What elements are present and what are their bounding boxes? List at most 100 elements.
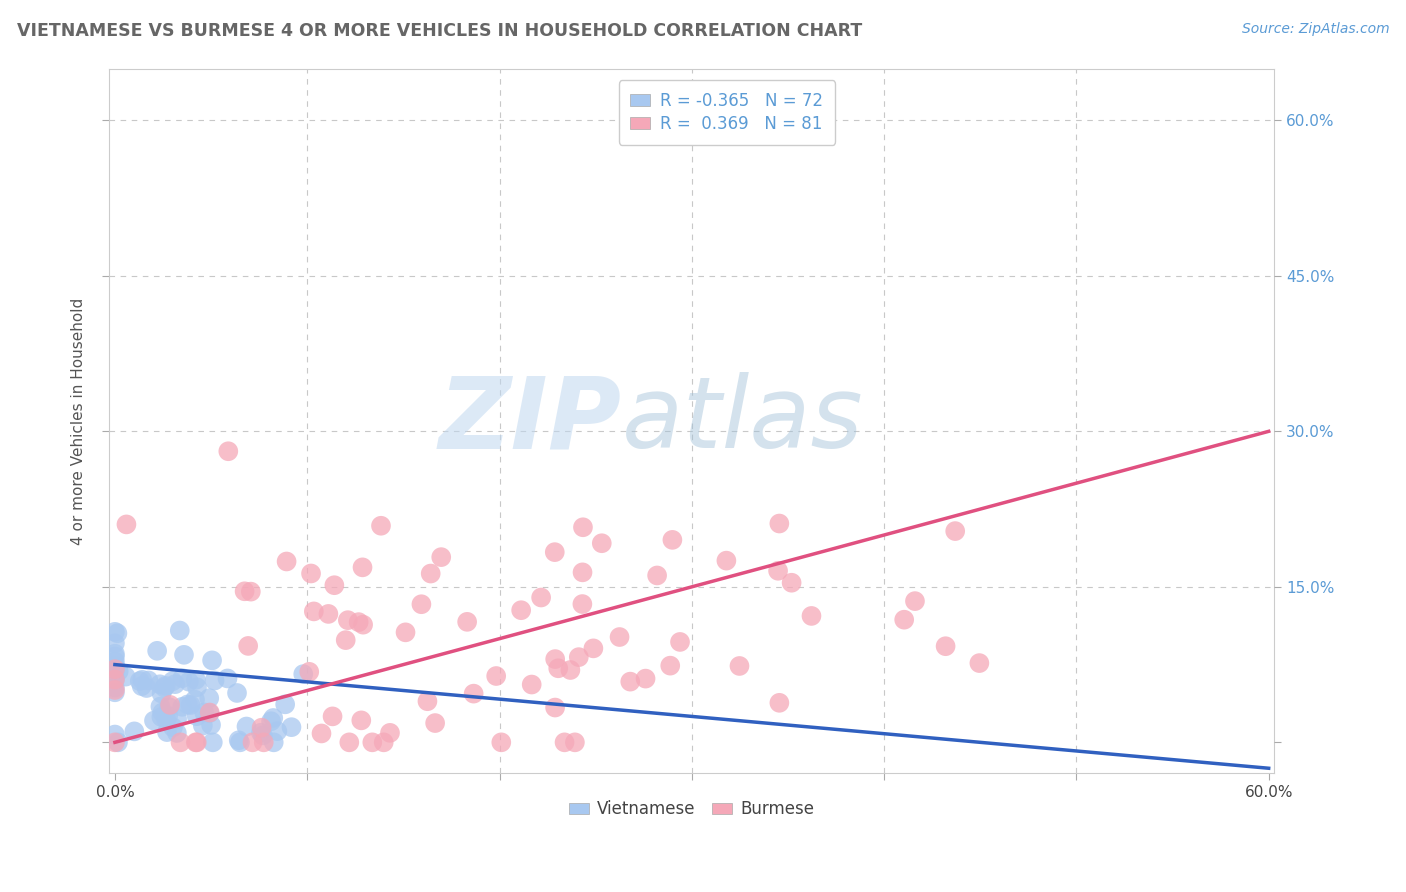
Vietnamese [156, 725, 179, 739]
Burmese [491, 735, 513, 749]
Text: Source: ZipAtlas.com: Source: ZipAtlas.com [1241, 22, 1389, 37]
Burmese [456, 615, 478, 629]
Vietnamese [193, 706, 215, 720]
Vietnamese [176, 698, 198, 712]
Vietnamese [150, 686, 173, 700]
Vietnamese [104, 655, 127, 669]
Vietnamese [260, 714, 283, 729]
Burmese [530, 591, 553, 605]
Vietnamese [150, 706, 173, 720]
Burmese [184, 735, 207, 749]
Burmese [198, 706, 221, 720]
Burmese [634, 672, 657, 686]
Vietnamese [104, 685, 127, 699]
Burmese [253, 735, 276, 749]
Burmese [104, 662, 127, 676]
Burmese [716, 554, 738, 568]
Burmese [233, 584, 256, 599]
Burmese [544, 652, 567, 666]
Vietnamese [104, 727, 127, 741]
Vietnamese [184, 673, 207, 687]
Burmese [935, 639, 957, 653]
Vietnamese [162, 674, 184, 689]
Vietnamese [149, 699, 172, 714]
Vietnamese [162, 720, 184, 734]
Burmese [347, 615, 370, 629]
Burmese [299, 566, 322, 581]
Burmese [969, 656, 991, 670]
Vietnamese [104, 681, 127, 695]
Text: atlas: atlas [621, 373, 863, 469]
Burmese [800, 609, 823, 624]
Vietnamese [153, 681, 176, 695]
Legend: Vietnamese, Burmese: Vietnamese, Burmese [562, 794, 821, 825]
Burmese [591, 536, 613, 550]
Burmese [104, 682, 127, 697]
Burmese [302, 604, 325, 618]
Vietnamese [180, 698, 202, 712]
Burmese [322, 709, 344, 723]
Burmese [571, 597, 593, 611]
Burmese [560, 663, 582, 677]
Burmese [943, 524, 966, 538]
Burmese [645, 568, 668, 582]
Vietnamese [186, 709, 208, 723]
Burmese [104, 735, 127, 749]
Burmese [609, 630, 631, 644]
Vietnamese [138, 673, 160, 688]
Vietnamese [201, 653, 224, 667]
Burmese [311, 726, 333, 740]
Vietnamese [128, 674, 150, 689]
Vietnamese [166, 712, 188, 726]
Vietnamese [104, 673, 127, 687]
Vietnamese [226, 686, 249, 700]
Vietnamese [157, 709, 180, 723]
Burmese [423, 716, 446, 731]
Vietnamese [155, 712, 177, 726]
Vietnamese [177, 674, 200, 689]
Burmese [728, 659, 751, 673]
Burmese [104, 673, 127, 687]
Burmese [572, 520, 595, 534]
Burmese [394, 625, 416, 640]
Burmese [547, 661, 569, 675]
Burmese [485, 669, 508, 683]
Vietnamese [235, 719, 257, 733]
Vietnamese [191, 718, 214, 732]
Vietnamese [104, 636, 127, 650]
Burmese [217, 444, 239, 458]
Vietnamese [262, 711, 284, 725]
Vietnamese [186, 680, 208, 694]
Vietnamese [104, 624, 127, 639]
Burmese [893, 613, 915, 627]
Burmese [659, 658, 682, 673]
Burmese [463, 687, 485, 701]
Burmese [904, 594, 927, 608]
Y-axis label: 4 or more Vehicles in Household: 4 or more Vehicles in Household [72, 297, 86, 545]
Burmese [568, 650, 591, 665]
Vietnamese [263, 735, 285, 749]
Burmese [238, 639, 260, 653]
Vietnamese [131, 673, 153, 687]
Burmese [361, 735, 384, 749]
Burmese [780, 575, 803, 590]
Vietnamese [104, 658, 127, 673]
Burmese [350, 714, 373, 728]
Burmese [370, 518, 392, 533]
Burmese [544, 545, 567, 559]
Burmese [416, 694, 439, 708]
Vietnamese [104, 647, 127, 661]
Vietnamese [149, 677, 172, 691]
Vietnamese [250, 725, 273, 739]
Vietnamese [107, 665, 129, 679]
Vietnamese [107, 735, 129, 749]
Burmese [242, 735, 264, 749]
Vietnamese [252, 728, 274, 742]
Burmese [554, 735, 576, 749]
Burmese [318, 607, 340, 621]
Vietnamese [135, 681, 157, 695]
Vietnamese [143, 714, 166, 728]
Burmese [419, 566, 441, 581]
Text: VIETNAMESE VS BURMESE 4 OR MORE VEHICLES IN HOUSEHOLD CORRELATION CHART: VIETNAMESE VS BURMESE 4 OR MORE VEHICLES… [17, 22, 862, 40]
Vietnamese [172, 671, 194, 685]
